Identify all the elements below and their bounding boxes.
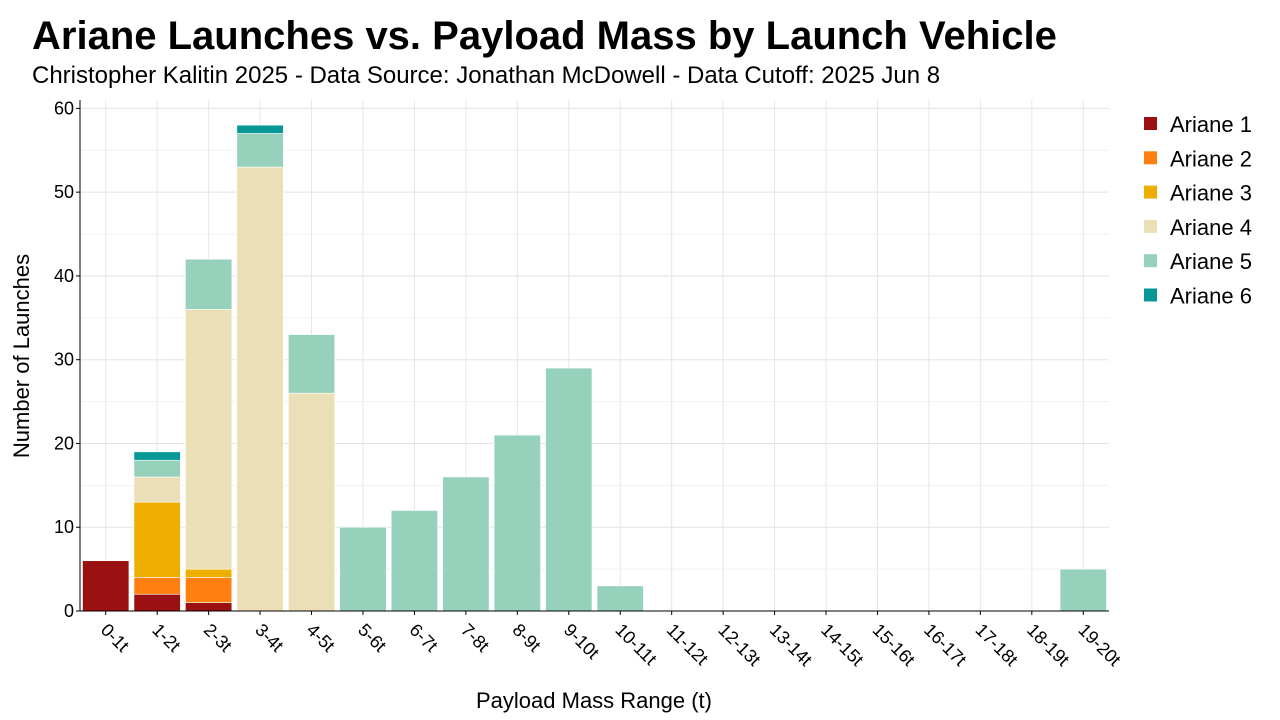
x-tick-label: 7-8t xyxy=(457,620,493,656)
bar-segment xyxy=(185,309,233,570)
y-tick-label: 0 xyxy=(64,601,74,621)
bar-segment xyxy=(287,334,336,394)
bar-segment xyxy=(236,124,284,134)
bar-segment xyxy=(545,367,593,612)
bar-segment xyxy=(185,258,233,310)
bar-segment xyxy=(133,476,181,503)
bar-segment xyxy=(390,510,438,612)
x-tick-label: 0-1t xyxy=(97,620,133,656)
legend-label: Ariane 2 xyxy=(1170,146,1252,171)
chart-title: Ariane Launches vs. Payload Mass by Laun… xyxy=(32,14,1057,58)
x-tick-label: 1-2t xyxy=(148,620,184,656)
legend-swatch xyxy=(1144,219,1157,233)
x-tick-label: 15-16t xyxy=(869,620,919,670)
bar-segment xyxy=(133,593,181,612)
chart-subtitle: Christopher Kalitin 2025 - Data Source: … xyxy=(32,62,941,89)
grid xyxy=(80,100,1109,612)
bar-segment xyxy=(185,602,233,612)
x-tick-label: 4-5t xyxy=(303,620,339,656)
bar-segment xyxy=(287,392,336,612)
bar-segment xyxy=(185,568,233,578)
x-tick-label: 16-17t xyxy=(920,620,970,670)
bar-segment xyxy=(596,585,644,612)
x-tick-label: 5-6t xyxy=(354,620,390,656)
x-tick-label: 6-7t xyxy=(406,620,442,656)
x-tick-label: 3-4t xyxy=(251,620,287,656)
x-tick-label: 11-12t xyxy=(663,620,712,669)
x-tick-label: 19-20t xyxy=(1074,620,1124,670)
x-tick-label: 17-18t xyxy=(972,620,1022,670)
bar-segment xyxy=(82,560,130,612)
y-tick-label: 50 xyxy=(54,182,74,202)
x-tick-label: 8-9t xyxy=(508,620,544,656)
x-tick-label: 2-3t xyxy=(200,620,236,656)
bar-segment xyxy=(133,451,181,461)
bar-segment xyxy=(133,459,181,478)
legend-swatch xyxy=(1144,151,1157,165)
x-tick-label: 10-11t xyxy=(611,620,660,669)
x-tick-label: 14-15t xyxy=(817,620,867,670)
bar-segment xyxy=(339,526,387,612)
legend-swatch xyxy=(1144,254,1157,268)
bar-segment xyxy=(133,577,181,595)
bar-segment xyxy=(185,577,233,603)
legend-label: Ariane 3 xyxy=(1170,181,1252,206)
bar-segment xyxy=(493,434,541,612)
x-tick-label: 9-10t xyxy=(560,620,603,663)
legend-swatch xyxy=(1144,185,1157,199)
legend-label: Ariane 4 xyxy=(1170,215,1252,240)
bar-segment xyxy=(442,476,490,612)
legend-label: Ariane 1 xyxy=(1170,112,1252,137)
bar-segment xyxy=(236,166,284,612)
y-tick-label: 40 xyxy=(54,266,74,286)
legend: Ariane 1 Ariane 2 Ariane 3 Ariane 4 Ariane 5… xyxy=(1144,112,1252,309)
legend-swatch xyxy=(1144,117,1157,130)
x-tick-label: 18-19t xyxy=(1023,620,1073,670)
y-tick-label: 30 xyxy=(54,350,74,370)
x-axis-title: Payload Mass Range (t) xyxy=(476,688,712,713)
legend-label: Ariane 6 xyxy=(1170,284,1252,309)
bar-segment xyxy=(1059,568,1107,612)
legend-swatch xyxy=(1144,288,1157,302)
bar-segment xyxy=(133,501,181,578)
y-axis-title: Number of Launches xyxy=(9,254,34,458)
bar-segment xyxy=(236,133,284,168)
x-tick-label: 13-14t xyxy=(766,620,816,670)
y-tick-label: 20 xyxy=(54,433,74,453)
y-tick-label: 10 xyxy=(54,517,74,537)
legend-label: Ariane 5 xyxy=(1170,249,1252,274)
x-tick-label: 12-13t xyxy=(714,620,764,670)
y-tick-label: 60 xyxy=(54,98,74,118)
bars xyxy=(82,124,1107,612)
